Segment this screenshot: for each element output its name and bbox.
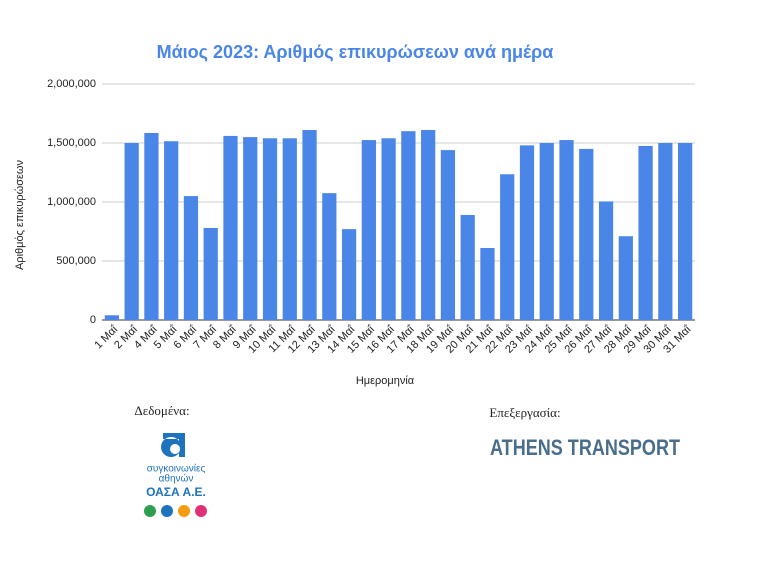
bar [203,227,218,320]
y-tick-label: 500,000 [56,255,96,267]
bar [658,143,673,320]
bar [598,201,614,320]
chart-title: Μάιος 2023: Αριθμός επικυρώσεων ανά ημέρ… [157,42,554,62]
icon-metro [195,505,207,517]
bar [144,132,159,320]
bar [519,145,535,320]
processing-name: ATHENS TRANSPORT [490,435,680,460]
bar [124,143,139,320]
bar [421,130,436,320]
bar [480,248,495,320]
bar [104,315,119,320]
bar [164,141,179,320]
bar [183,196,199,320]
bar [262,138,278,320]
processing-label: Επεξεργασία: [489,405,560,420]
y-tick-label: 1,500,000 [47,137,96,149]
bar [381,138,396,320]
bar [539,143,554,320]
bar [559,140,574,320]
bar [243,137,258,320]
bar [401,131,416,320]
y-tick-label: 1,000,000 [47,196,96,208]
y-tick-label: 2,000,000 [47,78,96,90]
bar [282,138,297,320]
bar [579,148,594,320]
icon-bus [144,505,156,517]
source-line2: αθηνών [159,473,194,485]
bar [440,150,456,320]
oasa-logo [160,433,185,458]
bar [500,174,515,320]
x-axis-title: Ημερομηνία [356,375,415,387]
y-tick-label: 0 [90,314,96,326]
source-name: ΟΑΣΑ Α.Ε. [146,485,206,499]
icon-tram [178,505,190,517]
bar [460,214,475,320]
source-line1: συγκοινωνίες [147,463,206,475]
bar [341,229,357,320]
bar [361,140,376,320]
bar [678,143,693,320]
bar [223,135,238,320]
y-axis-title: Αριθμός επικυρώσεων [14,159,26,270]
source-label: Δεδομένα: [134,403,189,418]
bar [302,130,317,320]
bar [618,236,633,320]
footer: Δεδομένα: συγκοινωνίες αθηνών ΟΑΣΑ Α.Ε. … [134,403,680,517]
icon-trolley [161,505,173,517]
bar [322,193,337,320]
bar [638,145,653,320]
